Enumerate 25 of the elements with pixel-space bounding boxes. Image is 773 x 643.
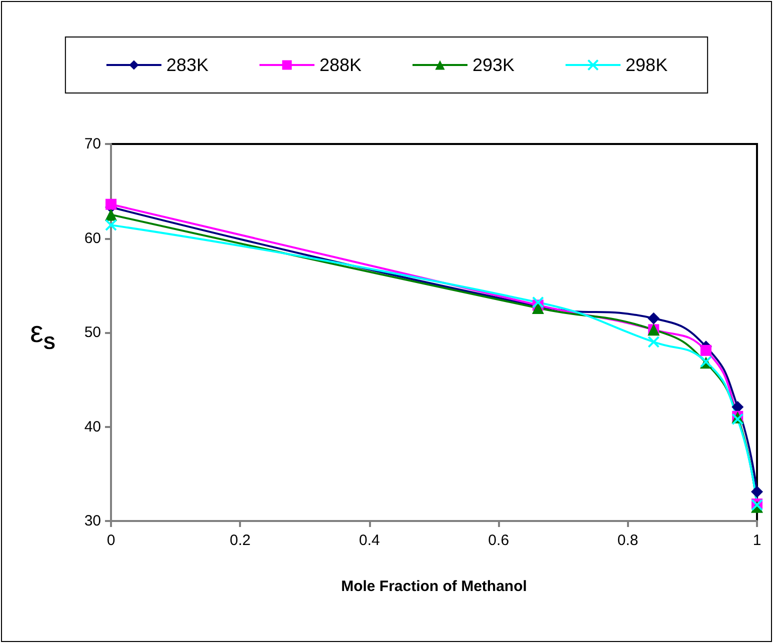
point bbox=[532, 296, 544, 308]
legend-label: 283K bbox=[166, 55, 208, 75]
x-tick-label: 0.4 bbox=[358, 532, 380, 549]
legend-label: 298K bbox=[626, 55, 668, 75]
point bbox=[648, 312, 660, 324]
y-tick-label: 30 bbox=[84, 512, 101, 530]
point bbox=[105, 219, 117, 232]
x-tick-label: 0.2 bbox=[230, 532, 251, 549]
point bbox=[105, 208, 117, 221]
x-tick-label: 1 bbox=[752, 532, 762, 549]
y-tick-label: 60 bbox=[84, 230, 101, 247]
y-tick-label: 40 bbox=[84, 418, 101, 436]
point bbox=[106, 198, 116, 210]
point bbox=[700, 344, 712, 356]
x-tick-label: 0.6 bbox=[488, 532, 510, 549]
y-tick-label: 70 bbox=[84, 136, 101, 152]
y-tick-label: 50 bbox=[84, 324, 101, 341]
x-axis-title: Mole Fraction of Methanol bbox=[341, 578, 527, 595]
point bbox=[751, 486, 763, 498]
x-tick-label: 0.8 bbox=[617, 532, 638, 549]
legend-label: 288K bbox=[319, 55, 362, 75]
legend-label: 293K bbox=[472, 55, 515, 75]
point bbox=[648, 336, 660, 348]
x-tick-label: 0 bbox=[106, 532, 116, 549]
y-axis-title: ε$_{S}$ bbox=[30, 316, 56, 353]
